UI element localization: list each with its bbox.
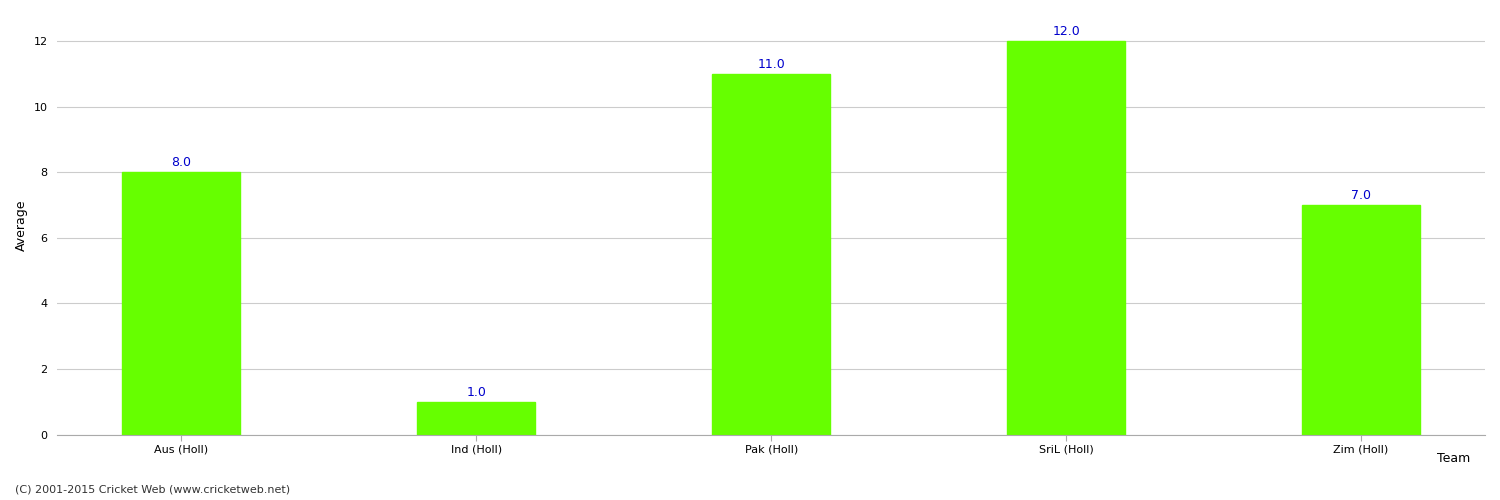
Bar bbox=[712, 74, 830, 434]
Text: 1.0: 1.0 bbox=[466, 386, 486, 398]
Bar bbox=[1007, 41, 1125, 434]
Bar bbox=[1302, 205, 1420, 434]
Bar bbox=[417, 402, 536, 434]
Text: (C) 2001-2015 Cricket Web (www.cricketweb.net): (C) 2001-2015 Cricket Web (www.cricketwe… bbox=[15, 485, 290, 495]
Text: 11.0: 11.0 bbox=[758, 58, 784, 70]
Bar bbox=[123, 172, 240, 434]
Y-axis label: Average: Average bbox=[15, 199, 28, 250]
Text: 12.0: 12.0 bbox=[1053, 25, 1080, 38]
Text: 7.0: 7.0 bbox=[1352, 189, 1371, 202]
Text: 8.0: 8.0 bbox=[171, 156, 192, 169]
Text: Team: Team bbox=[1437, 452, 1470, 465]
